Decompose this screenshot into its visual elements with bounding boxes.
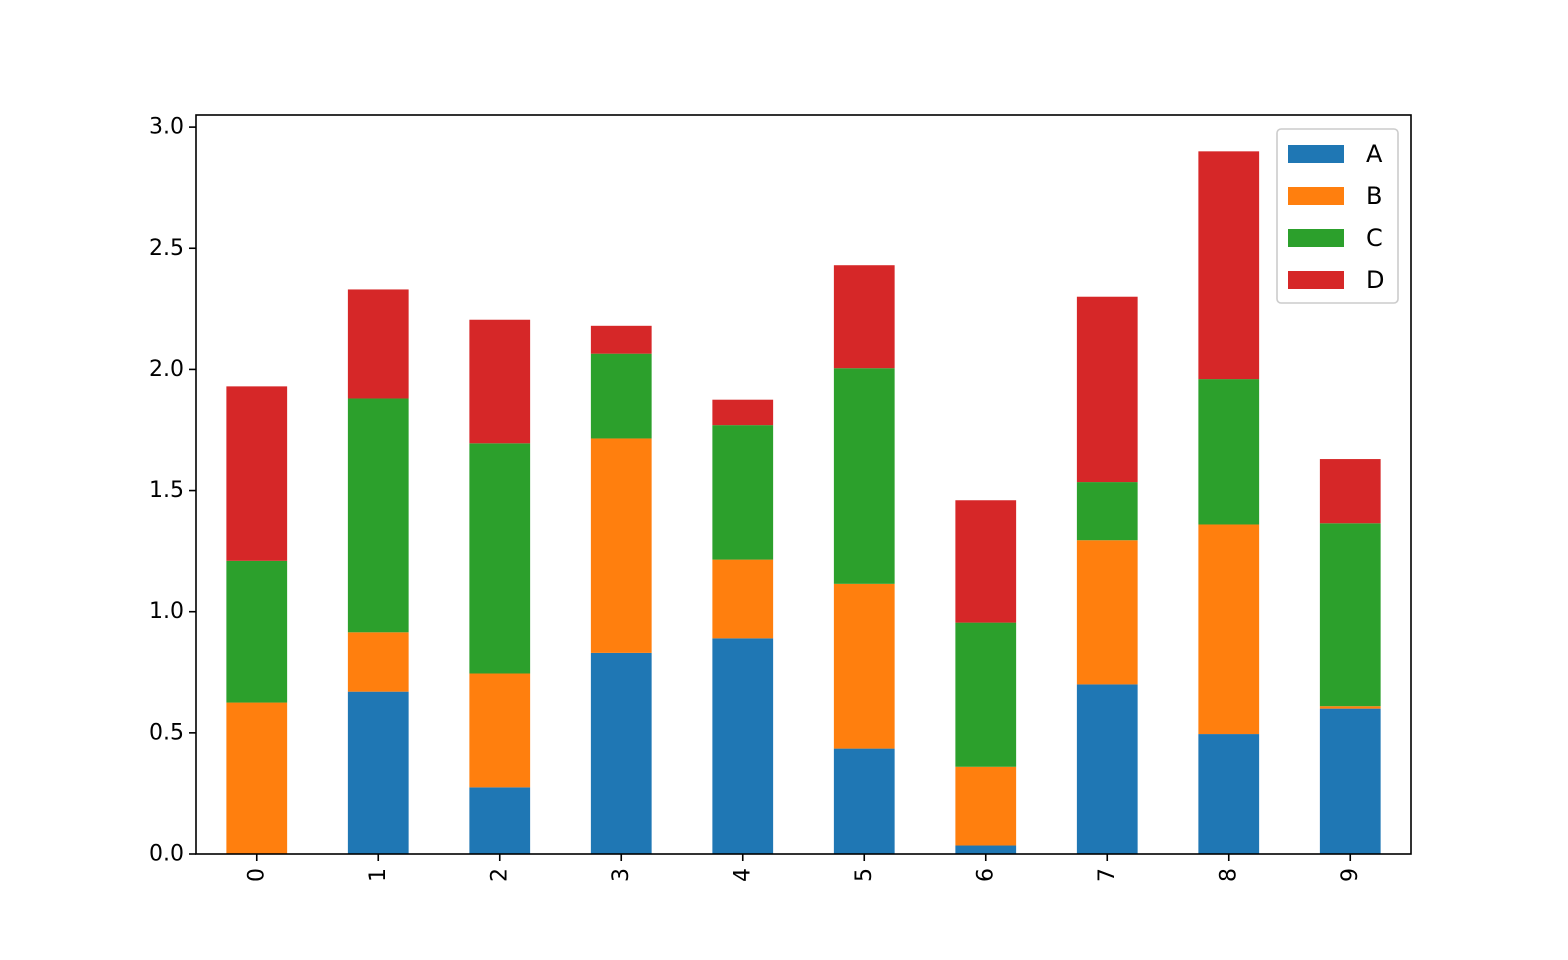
legend-label-A: A <box>1366 140 1383 168</box>
bar-D-3 <box>590 325 652 354</box>
bar-C-6 <box>955 622 1017 767</box>
y-tick-label: 2.0 <box>149 357 184 382</box>
bar-A-2 <box>469 787 531 854</box>
bar-C-4 <box>712 425 774 560</box>
legend-label-B: B <box>1366 182 1382 210</box>
x-tick-label: 0 <box>244 868 269 882</box>
x-axis: 0 1 2 3 4 5 6 7 8 9 <box>244 854 1363 882</box>
bar-C-9 <box>1319 523 1381 707</box>
bar-B-9 <box>1319 706 1381 709</box>
bar-D-0 <box>226 386 288 561</box>
x-tick-label: 8 <box>1216 868 1241 882</box>
bar-D-1 <box>347 289 409 399</box>
legend-swatch-C <box>1288 229 1344 247</box>
y-tick-label: 0.0 <box>149 842 184 867</box>
bar-C-2 <box>469 443 531 674</box>
bars-layer <box>226 151 1381 854</box>
bar-A-8 <box>1198 734 1260 854</box>
bar-C-1 <box>347 398 409 633</box>
y-tick-label: 2.5 <box>149 236 184 261</box>
bar-B-3 <box>590 438 652 653</box>
legend-swatch-D <box>1288 271 1344 289</box>
bar-D-9 <box>1319 459 1381 524</box>
legend-swatch-B <box>1288 187 1344 205</box>
plot-frame <box>195 114 1412 855</box>
bar-D-7 <box>1076 296 1138 483</box>
bar-B-8 <box>1198 524 1260 735</box>
y-tick-label: 0.5 <box>149 720 184 745</box>
x-tick-label: 2 <box>487 868 512 882</box>
bar-D-5 <box>833 265 895 369</box>
bar-B-7 <box>1076 540 1138 685</box>
x-tick-label: 7 <box>1095 868 1120 882</box>
legend-label-C: C <box>1366 224 1383 252</box>
legend-label-D: D <box>1366 266 1384 294</box>
x-tick-label: 5 <box>852 868 877 882</box>
bar-A-4 <box>712 638 774 854</box>
y-tick-label: 3.0 <box>149 115 184 140</box>
y-axis: 0.0 0.5 1.0 1.5 2.0 2.5 3.0 <box>149 115 196 867</box>
bar-C-8 <box>1198 379 1260 525</box>
bar-A-3 <box>590 652 652 854</box>
legend-swatch-A <box>1288 145 1344 163</box>
bar-A-6 <box>955 845 1017 854</box>
bar-B-6 <box>955 766 1017 846</box>
bar-A-1 <box>347 691 409 854</box>
bar-C-5 <box>833 368 895 584</box>
bar-B-4 <box>712 559 774 639</box>
x-tick-label: 3 <box>609 868 634 882</box>
bar-B-2 <box>469 673 531 788</box>
x-tick-label: 6 <box>973 868 998 882</box>
bar-C-7 <box>1076 482 1138 541</box>
bar-B-5 <box>833 583 895 749</box>
bar-D-2 <box>469 319 531 444</box>
x-tick-label: 1 <box>366 868 391 882</box>
bar-C-3 <box>590 353 652 439</box>
bar-B-1 <box>347 632 409 692</box>
bar-C-0 <box>226 560 288 703</box>
bar-A-9 <box>1319 708 1381 854</box>
x-tick-label: 4 <box>730 868 755 882</box>
legend-box <box>1276 128 1399 304</box>
bar-A-5 <box>833 748 895 854</box>
bar-D-8 <box>1198 151 1260 380</box>
x-tick-label: 9 <box>1338 868 1363 882</box>
y-tick-label: 1.5 <box>149 478 184 503</box>
bar-D-4 <box>712 399 774 426</box>
bar-D-6 <box>955 500 1017 623</box>
y-tick-label: 1.0 <box>149 599 184 624</box>
bar-A-7 <box>1076 684 1138 854</box>
bar-B-0 <box>226 702 288 854</box>
